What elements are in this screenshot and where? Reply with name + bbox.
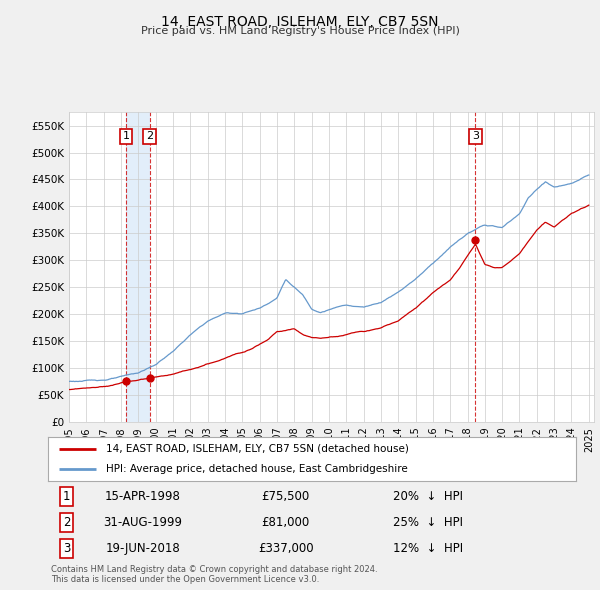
Text: 1: 1 <box>122 132 130 142</box>
Text: 12%  ↓  HPI: 12% ↓ HPI <box>393 542 463 555</box>
Text: Contains HM Land Registry data © Crown copyright and database right 2024.: Contains HM Land Registry data © Crown c… <box>51 565 377 573</box>
Text: 2: 2 <box>146 132 154 142</box>
Text: 31-AUG-1999: 31-AUG-1999 <box>104 516 182 529</box>
Text: 3: 3 <box>472 132 479 142</box>
Text: 14, EAST ROAD, ISLEHAM, ELY, CB7 5SN: 14, EAST ROAD, ISLEHAM, ELY, CB7 5SN <box>161 15 439 29</box>
Text: 15-APR-1998: 15-APR-1998 <box>105 490 181 503</box>
Bar <box>126 112 150 422</box>
Text: 25%  ↓  HPI: 25% ↓ HPI <box>393 516 463 529</box>
Text: 2: 2 <box>63 516 70 529</box>
Text: 14, EAST ROAD, ISLEHAM, ELY, CB7 5SN (detached house): 14, EAST ROAD, ISLEHAM, ELY, CB7 5SN (de… <box>106 444 409 454</box>
Text: 20%  ↓  HPI: 20% ↓ HPI <box>393 490 463 503</box>
Text: £75,500: £75,500 <box>262 490 310 503</box>
Text: 1: 1 <box>63 490 70 503</box>
Text: HPI: Average price, detached house, East Cambridgeshire: HPI: Average price, detached house, East… <box>106 464 408 474</box>
Text: £337,000: £337,000 <box>258 542 313 555</box>
Text: 19-JUN-2018: 19-JUN-2018 <box>106 542 181 555</box>
Text: This data is licensed under the Open Government Licence v3.0.: This data is licensed under the Open Gov… <box>51 575 319 584</box>
Text: 3: 3 <box>63 542 70 555</box>
Text: £81,000: £81,000 <box>262 516 310 529</box>
Text: Price paid vs. HM Land Registry's House Price Index (HPI): Price paid vs. HM Land Registry's House … <box>140 26 460 36</box>
